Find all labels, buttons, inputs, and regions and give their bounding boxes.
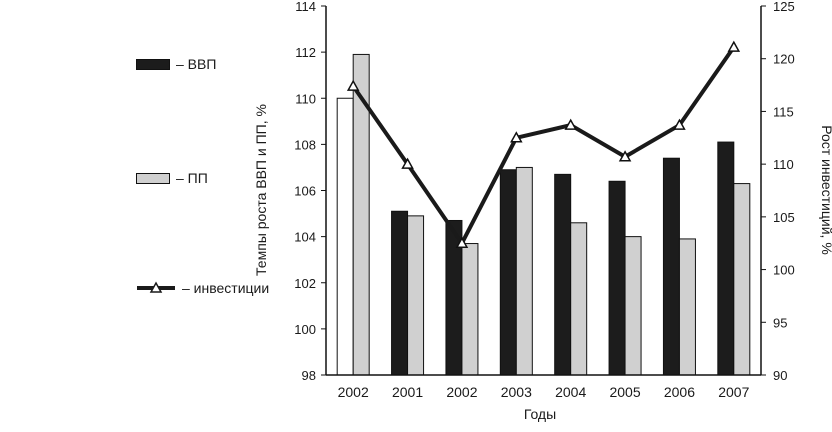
y-left-tick-label-6: 110	[295, 91, 316, 106]
bar-gdp-3	[499, 169, 517, 376]
investment-line	[351, 45, 736, 246]
y-right-tick-label-4: 110	[773, 157, 794, 172]
x-tick-label-2: 2002	[446, 384, 477, 400]
legend-label-investment: – инвестиции	[182, 280, 270, 296]
y-axis-right-title: Рост инвестиций, %	[819, 125, 832, 255]
bars-group	[336, 53, 751, 376]
x-tick-label-0: 2002	[338, 384, 369, 400]
y-left-tick-label-5: 108	[294, 137, 316, 152]
legend-item-gdp: – ВВП	[136, 56, 216, 72]
legend-label-gdp: – ВВП	[176, 56, 217, 72]
axes-group	[321, 5, 766, 376]
investment-marker-6	[673, 118, 686, 130]
y-right-tick-label-1: 95	[773, 315, 787, 330]
y-right-tick-label-7: 125	[773, 0, 795, 14]
investment-marker-2	[455, 236, 469, 248]
x-tick-label-1: 2001	[392, 384, 423, 400]
pp-swatch	[136, 172, 170, 184]
y-left-tick-label-8: 114	[295, 0, 316, 14]
bar-pp-6	[678, 238, 696, 376]
y-left-tick-label-7: 112	[295, 45, 316, 60]
x-tick-label-3: 2003	[501, 384, 532, 400]
bar-pp-2	[461, 243, 479, 376]
y-left-tick-label-4: 106	[294, 184, 316, 199]
legend-item-pp: – ПП	[136, 170, 208, 186]
y-left-tick-label-3: 104	[294, 230, 316, 245]
investment-marker-0	[346, 79, 360, 91]
investment-legend-icon	[137, 281, 175, 293]
investment-marker-1	[401, 157, 414, 169]
y-right-tick-label-0: 90	[773, 368, 787, 383]
investment-line-group	[346, 40, 741, 248]
bar-gdp-5	[608, 180, 626, 376]
investment-marker-7	[727, 40, 741, 52]
bar-pp-1	[407, 215, 425, 376]
y-right-tick-label-5: 115	[773, 104, 794, 119]
x-tick-label-6: 2006	[664, 384, 695, 400]
bar-gdp-1	[391, 210, 409, 376]
bar-pp-4	[570, 222, 588, 376]
x-tick-label-4: 2004	[555, 384, 586, 400]
bar-pp-3	[515, 166, 533, 376]
x-axis-title: Годы	[524, 406, 556, 422]
y-left-tick-label-1: 100	[294, 322, 316, 337]
x-tick-label-5: 2005	[609, 384, 640, 400]
tick-labels-group: 98 100 102 104 106 108 110 112 114 90 95 100 105 110 1…	[294, 0, 794, 400]
bar-gdp-4	[554, 173, 572, 376]
bar-pp-7	[733, 183, 751, 376]
investment-marker-4	[564, 118, 577, 130]
investment-marker-5	[618, 150, 632, 162]
y-axis-left-title: Темпы роста ВВП и ПП, %	[253, 104, 269, 276]
bar-gdp-7	[717, 141, 735, 376]
bar-gdp-0	[336, 97, 354, 376]
y-left-tick-label-2: 102	[294, 276, 316, 291]
x-tick-label-7: 2007	[718, 384, 749, 400]
legend-item-investment: – инвестиции	[136, 280, 269, 296]
gdp-swatch	[136, 58, 170, 70]
bar-gdp-6	[662, 157, 680, 376]
legend-label-pp: – ПП	[176, 170, 208, 186]
investment-marker-3	[510, 131, 523, 143]
y-right-tick-label-2: 100	[773, 263, 795, 278]
y-right-tick-label-3: 105	[773, 210, 795, 225]
y-left-tick-label-0: 98	[302, 368, 316, 383]
bar-pp-5	[624, 236, 642, 376]
y-right-tick-label-6: 120	[773, 52, 795, 67]
